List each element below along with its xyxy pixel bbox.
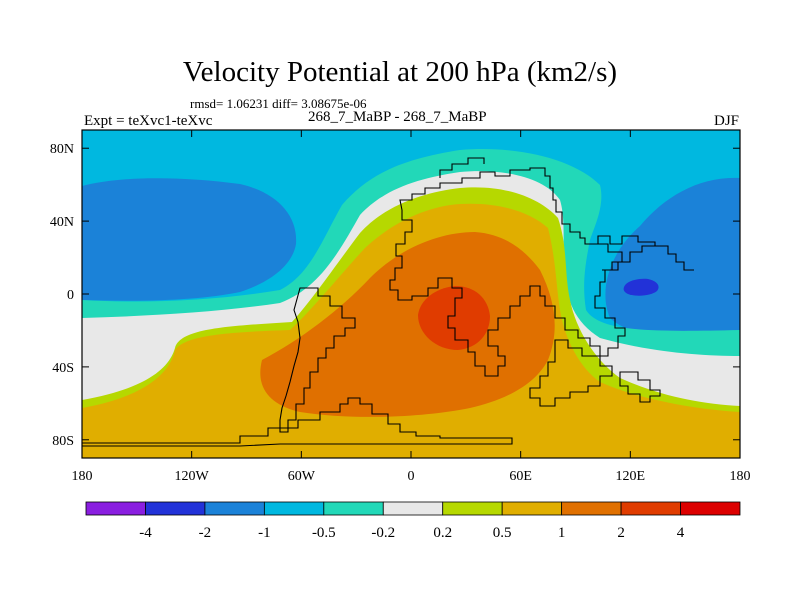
contour-band-neg1-pacific-ne (605, 177, 740, 336)
stats-line: rmsd= 1.06231 diff= 3.08675e-06 (190, 96, 367, 111)
colorbar-label: 0.2 (433, 525, 452, 541)
season-label: DJF (713, 113, 739, 129)
colorbar-label: -2 (199, 525, 212, 541)
y-axis: 80N 40N 0 40S 80S (50, 142, 740, 449)
colorbar-swatch (323, 501, 384, 516)
colorbar-swatch (145, 501, 206, 516)
coastline-europe-north (439, 157, 485, 178)
contour-band-pos2 (418, 286, 490, 350)
colorbar-swatch (561, 501, 622, 516)
y-tick-label: 40N (50, 215, 74, 230)
x-tick-label: 180 (730, 469, 751, 484)
coastline-island-east (595, 243, 623, 271)
colorbar-label: -0.5 (312, 525, 336, 541)
contour-band-pos1 (260, 232, 555, 417)
colorbar-swatch (680, 501, 741, 516)
chart-title: Velocity Potential at 200 hPa (km2/s) (182, 56, 618, 88)
colorbar-label: 4 (677, 525, 685, 541)
x-tick-label: 60W (288, 469, 316, 484)
colorbar-label: 1 (558, 525, 566, 541)
coastline-overlay (82, 157, 694, 447)
colorbar-swatch (382, 501, 444, 516)
contour-band-neg1-pacific-nw (82, 178, 297, 301)
coastline-far-east (655, 245, 694, 271)
colorbar-label: -4 (139, 525, 152, 541)
y-tick-label: 0 (67, 288, 74, 303)
contour-band-neg2-indonesia (623, 278, 659, 296)
colorbar-swatch (263, 501, 325, 516)
colorbar-label: -0.2 (371, 525, 395, 541)
colorbar-swatch (85, 501, 146, 516)
colorbar-label: 0.5 (493, 525, 512, 541)
coastline-australia (529, 339, 613, 407)
colorbar-label: -1 (258, 525, 271, 541)
x-axis: 180 120W 60W 0 60E 120E 180 (72, 130, 751, 484)
coastline-antarctica (82, 397, 513, 447)
x-tick-label: 120E (616, 469, 646, 484)
y-tick-label: 80S (52, 434, 74, 449)
contour-map (82, 130, 740, 458)
colorbar-swatch (620, 501, 681, 516)
x-tick-label: 60E (509, 469, 532, 484)
x-tick-label: 120W (175, 469, 210, 484)
x-tick-label: 180 (72, 469, 93, 484)
coastline-new-zealand (619, 371, 661, 403)
colorbar-swatch (204, 501, 265, 516)
x-tick-label: 0 (408, 469, 415, 484)
colorbar-label: 2 (617, 525, 625, 541)
chart-subtitle: 268_7_MaBP - 268_7_MaBP (308, 109, 487, 125)
colorbar-swatch (501, 501, 563, 516)
coastline-africa-eurasia (389, 167, 656, 377)
colorbar: -4 -2 -1 -0.5 -0.2 0.2 0.5 1 2 4 (85, 501, 741, 541)
y-tick-label: 80N (50, 142, 74, 157)
colorbar-swatch (442, 501, 503, 516)
coastline-south-america (279, 287, 356, 433)
y-tick-label: 40S (52, 361, 74, 376)
experiment-label: Expt = teXvc1-teXvc (84, 113, 213, 129)
